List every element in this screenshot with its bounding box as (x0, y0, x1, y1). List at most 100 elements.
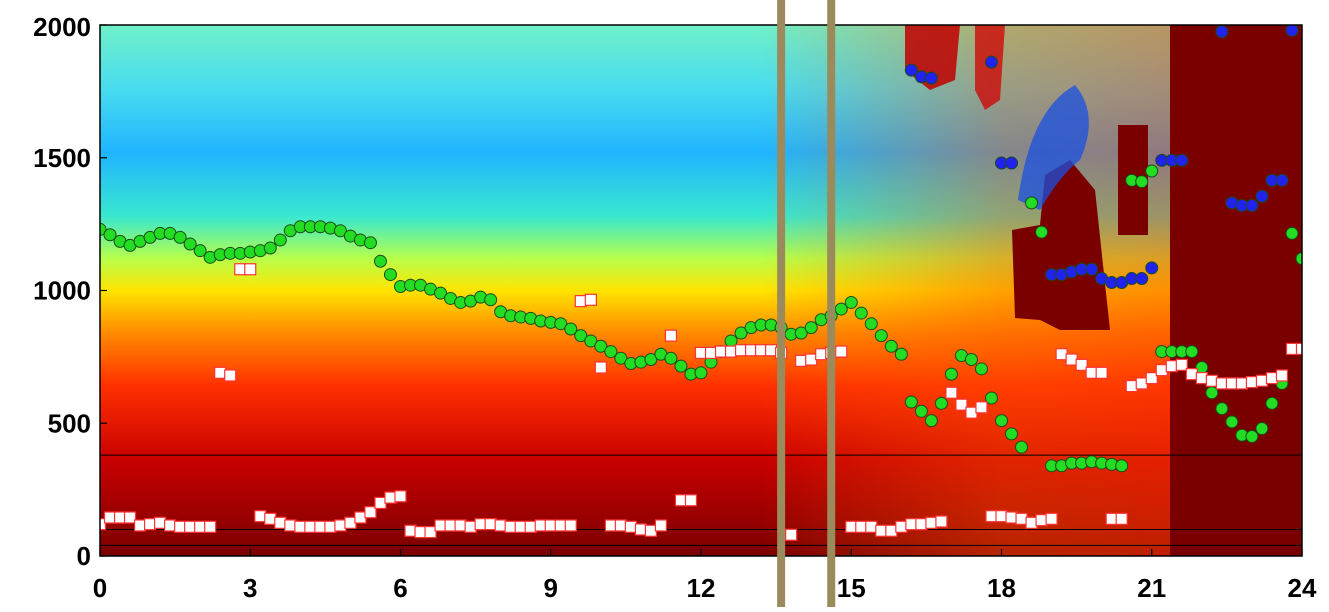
series-2-point (1155, 364, 1168, 377)
series-1-point (1275, 173, 1289, 187)
series-1-point (1245, 199, 1259, 213)
series-0-point (263, 241, 277, 255)
series-2-point (1235, 377, 1249, 390)
series-2-point (364, 506, 377, 519)
series-2-point (1145, 372, 1158, 385)
series-2-point (1095, 366, 1108, 379)
series-2-point (103, 511, 117, 524)
heatmap-dark-block-right (1170, 25, 1302, 556)
series-0-point (1145, 164, 1159, 178)
series-2-point (594, 361, 607, 374)
series-1-point (1085, 262, 1099, 276)
series-2-point (694, 346, 708, 359)
series-0-point (594, 339, 608, 353)
series-2-point (1275, 369, 1289, 382)
series-2-point (765, 344, 778, 357)
series-2-point (394, 490, 407, 503)
series-0-point (914, 404, 928, 418)
series-0-point (854, 306, 868, 320)
series-2-point (164, 519, 177, 532)
series-0-point (584, 334, 598, 348)
x-tick-label: 0 (93, 573, 107, 603)
series-2-point (1175, 358, 1188, 371)
series-0-point (934, 396, 948, 410)
series-2-point (123, 511, 137, 524)
series-0-point (894, 347, 908, 361)
x-tick-label: 6 (393, 573, 407, 603)
x-tick-label: 24 (1288, 573, 1317, 603)
series-2-point (664, 329, 678, 342)
series-2-point (835, 345, 848, 358)
series-0-point (794, 326, 808, 340)
series-2-point (184, 520, 197, 533)
series-2-point (1295, 342, 1302, 356)
series-2-point (314, 520, 327, 533)
series-2-point (304, 520, 317, 533)
series-layer (100, 25, 1302, 541)
series-0-point (1215, 402, 1229, 416)
series-2-point (785, 528, 798, 541)
series-2-point (1045, 512, 1058, 525)
series-2-point (734, 344, 748, 357)
series-2-point (795, 354, 808, 367)
series-0-point (183, 237, 197, 251)
vertical-marker-0 (777, 0, 786, 607)
series-0-point (1255, 422, 1269, 436)
series-2-point (374, 496, 387, 509)
series-0-point (193, 244, 207, 258)
series-2 (100, 263, 1302, 541)
series-2-point (564, 519, 577, 532)
series-2-point (935, 515, 948, 528)
series-0-point (804, 321, 818, 335)
series-2-point (895, 520, 908, 533)
series-0-point (884, 339, 898, 353)
series-2-point (474, 518, 487, 531)
series-2-point (574, 295, 587, 308)
series-2-point (885, 524, 898, 537)
y-tick-label: 1500 (33, 143, 91, 173)
series-1-point (1285, 25, 1299, 37)
series-2-point (1215, 377, 1228, 390)
series-2-point (224, 369, 237, 382)
series-2-point (484, 518, 497, 531)
series-2-point (1195, 372, 1208, 385)
series-2-point (744, 344, 758, 357)
series-2-point (274, 516, 287, 529)
series-0-point (984, 391, 998, 405)
series-1 (904, 25, 1299, 290)
series-2-point (1125, 379, 1138, 393)
series-0-point (1115, 459, 1129, 473)
series-0-point (363, 236, 377, 250)
x-tick-label: 21 (1137, 573, 1166, 603)
x-axis-ticks: 0 3 6 9 12 15 18 21 24 (93, 549, 1317, 603)
series-2-point (1245, 375, 1259, 389)
series-2-point (1225, 377, 1238, 390)
series-2-point (995, 510, 1008, 523)
series-0-point (1285, 226, 1299, 240)
series-2-point (754, 344, 768, 357)
series-2-point (634, 523, 648, 536)
series-0-point (434, 286, 448, 300)
series-2-point (1165, 360, 1178, 373)
heatmap-blue-plume (1018, 85, 1089, 210)
series-2-point (704, 346, 718, 359)
series-2-point (674, 494, 688, 507)
series-2-point (1035, 514, 1048, 527)
series-0-point (1135, 175, 1149, 189)
series-0-point (554, 317, 568, 331)
series-2-point (154, 516, 167, 529)
series-2-point (1105, 512, 1118, 525)
series-0-point (694, 366, 708, 380)
series-2-point (324, 520, 337, 533)
series-0-point (614, 351, 628, 365)
series-1-point (1005, 156, 1019, 170)
series-0-point (1245, 430, 1259, 444)
series-2-point (194, 520, 207, 533)
series-1-point (984, 55, 998, 69)
series-2-point (384, 491, 397, 504)
series-0-point (1225, 415, 1239, 429)
series-2-point (244, 263, 257, 276)
series-2-point (254, 510, 267, 523)
series-0-point (173, 230, 187, 244)
